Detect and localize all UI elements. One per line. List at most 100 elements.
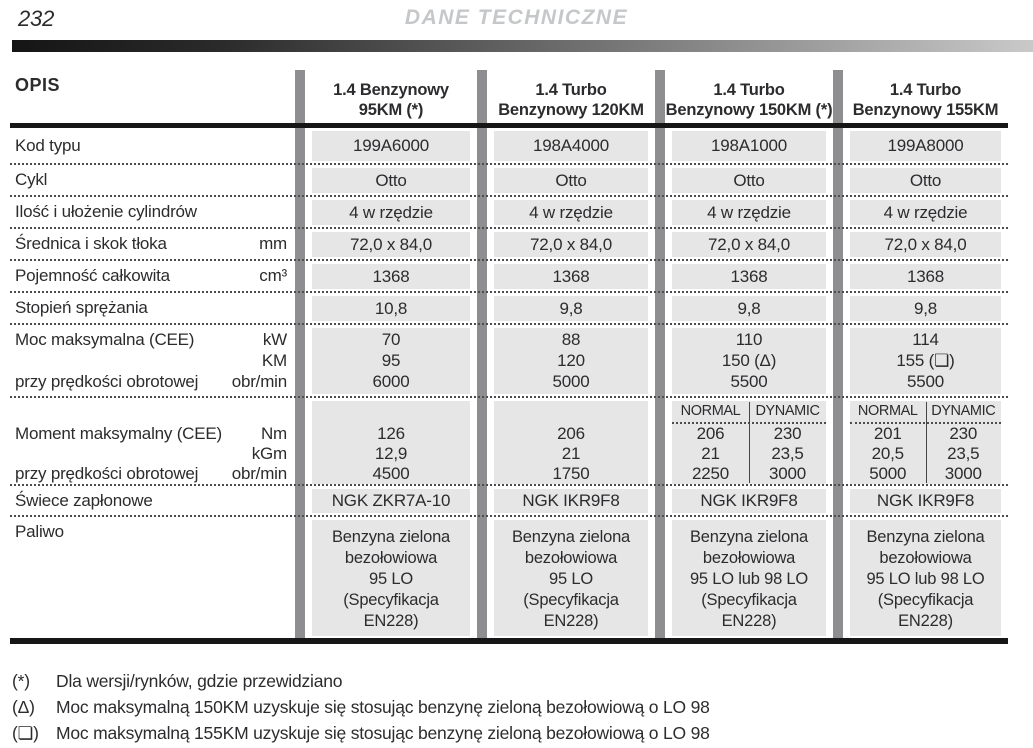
page-number: 232 [18, 6, 55, 31]
cell-value: Benzyna zielona bezołowiowa 95 LO lub 98… [850, 519, 1001, 636]
table-row-moment-maksymalny: Moment maksymalny (CEE) Nm kGm przy prędk… [10, 398, 1008, 486]
cell-value: 1368 [672, 263, 826, 289]
cell-value: 4 w rzędzie [312, 199, 470, 225]
column-separator-bar [655, 70, 665, 638]
row-label: Ilość i ułożenie cylindrów [15, 202, 197, 221]
normal-header: NORMAL [680, 402, 741, 419]
table-row-kod-typu: Kod typu 199A6000 198A4000 198A1000 199A… [10, 128, 1008, 165]
table-header-row: OPIS 1.4 Benzynowy 95KM (*) 1.4 Turbo Be… [10, 70, 1008, 128]
cell-value: Benzyna zielona bezołowiowa 95 LO lub 98… [672, 519, 826, 636]
column-separator-bar [833, 70, 843, 638]
cell-value: 9,8 [672, 295, 826, 321]
cell-value: Otto [672, 167, 826, 193]
dynamic-header: DYNAMIC [931, 402, 996, 419]
normal-header: NORMAL [857, 402, 918, 419]
table-row-cylindry: Ilość i ułożenie cylindrów 4 w rzędzie 4… [10, 197, 1008, 229]
row-unit: Nm [260, 424, 287, 443]
row-label: przy prędkości obrotowej [15, 464, 199, 483]
technical-data-table: OPIS 1.4 Benzynowy 95KM (*) 1.4 Turbo Be… [10, 70, 1008, 644]
page-header: 232 DANE TECHNICZNE [0, 0, 1033, 40]
cell-value: 114 155 (❏) 5500 [850, 327, 1001, 394]
row-label: Paliwo [15, 522, 64, 541]
header-gradient-rule [12, 40, 1033, 52]
row-label: Kod typu [15, 135, 81, 155]
row-label: Średnica i skok tłoka [15, 234, 167, 253]
opis-header: OPIS [15, 75, 61, 95]
cell-value: 199A6000 [312, 130, 470, 161]
row-unit: obr/min [231, 372, 287, 391]
row-unit: KM [261, 351, 287, 370]
cell-value: 9,8 [494, 295, 648, 321]
column-header-120km: 1.4 Turbo Benzynowy 120KM [498, 80, 644, 119]
row-unit: cm³ [259, 266, 287, 285]
row-unit: obr/min [231, 464, 287, 483]
row-label: Świece zapłonowe [15, 490, 153, 510]
cell-value: 110 150 (Δ) 5500 [672, 327, 826, 394]
subcolumn-divider [749, 401, 750, 483]
cell-value: 1368 [494, 263, 648, 289]
row-unit: kW [262, 330, 287, 349]
footnote-triangle: (Δ) Moc maksymalną 150KM uzyskuje się st… [12, 694, 1023, 720]
table-row-pojemnosc: Pojemność całkowita cm³ 1368 1368 1368 13… [10, 261, 1008, 293]
row-label: Stopień sprężania [15, 298, 148, 317]
cell-value: 72,0 x 84,0 [850, 231, 1001, 257]
cell-value: 1368 [850, 263, 1001, 289]
table-row-moc-maksymalna: Moc maksymalna (CEE) kW KM przy prędkości… [10, 325, 1008, 398]
cell-value: 72,0 x 84,0 [672, 231, 826, 257]
row-label: przy prędkości obrotowej [15, 372, 199, 391]
cell-value: Benzyna zielona bezołowiowa 95 LO (Specy… [494, 519, 648, 636]
dynamic-header: DYNAMIC [755, 402, 820, 419]
normal-values: 201 20,5 5000 [869, 423, 907, 483]
cell-value: 72,0 x 84,0 [312, 231, 470, 257]
table-row-cykl: Cykl Otto Otto Otto Otto [10, 165, 1008, 197]
row-label: Pojemność całkowita [15, 266, 170, 285]
table-row-srednica: Średnica i skok tłoka mm 72,0 x 84,0 72,0… [10, 229, 1008, 261]
column-header-155km: 1.4 Turbo Benzynowy 155KM [852, 80, 999, 119]
footnote-symbol: (❏) [12, 723, 39, 743]
cell-value: Otto [494, 167, 648, 193]
footnote-symbol: (*) [12, 671, 30, 691]
cell-value: NGK IKR9F8 [494, 488, 648, 513]
cell-value: 206 21 1750 [494, 400, 648, 484]
cell-value: 4 w rzędzie [850, 199, 1001, 225]
cell-value: 126 12,9 4500 [312, 400, 470, 484]
column-header-150km: 1.4 Turbo Benzynowy 150KM (*) [665, 80, 833, 119]
table-row-swiece: Świece zapłonowe NGK ZKR7A-10 NGK IKR9F8… [10, 486, 1008, 517]
dynamic-values: 230 23,5 3000 [944, 423, 982, 483]
cell-value: 72,0 x 84,0 [494, 231, 648, 257]
cell-value: 4 w rzędzie [494, 199, 648, 225]
row-unit: kGm [251, 444, 287, 463]
cell-value: Benzyna zielona bezołowiowa 95 LO (Specy… [312, 519, 470, 636]
row-unit: mm [259, 234, 287, 253]
footnotes: (*) Dla wersji/rynków, gdzie przewidzian… [12, 668, 1023, 746]
normal-values: 206 21 2250 [691, 423, 730, 483]
footnote-text: Moc maksymalną 150KM uzyskuje się stosuj… [56, 697, 710, 717]
cell-normal-dynamic: NORMAL DYNAMIC 201 20,5 5000 230 23,5 300… [850, 400, 1001, 484]
footnote-square: (❏) Moc maksymalną 155KM uzyskuje się st… [12, 720, 1023, 746]
footnote-asterisk: (*) Dla wersji/rynków, gdzie przewidzian… [12, 668, 1023, 694]
row-label: Cykl [15, 170, 48, 189]
cell-value: 9,8 [850, 295, 1001, 321]
column-separator-bar [477, 70, 487, 638]
footnote-text: Moc maksymalną 155KM uzyskuje się stosuj… [56, 723, 710, 743]
cell-normal-dynamic: NORMAL DYNAMIC 206 21 2250 230 23,5 3000 [672, 400, 826, 484]
subcolumn-divider [925, 401, 927, 483]
page-title: DANE TECHNICZNE [404, 6, 629, 29]
cell-value: Otto [312, 167, 470, 193]
cell-value: NGK IKR9F8 [672, 488, 826, 513]
cell-value: 1368 [312, 263, 470, 289]
cell-value: 70 95 6000 [312, 327, 470, 394]
cell-value: Otto [850, 167, 1001, 193]
footnote-text: Dla wersji/rynków, gdzie przewidziano [56, 671, 343, 691]
footnote-symbol: (Δ) [12, 697, 35, 717]
cell-value: 10,8 [312, 295, 470, 321]
column-separator-bar [295, 70, 305, 638]
dynamic-values: 230 23,5 3000 [768, 423, 807, 483]
cell-value: 198A1000 [672, 130, 826, 161]
cell-value: 88 120 5000 [494, 327, 648, 394]
cell-value: 199A8000 [850, 130, 1001, 161]
cell-value: NGK IKR9F8 [850, 488, 1001, 513]
column-header-95km: 1.4 Benzynowy 95KM (*) [333, 80, 449, 119]
row-label: Moc maksymalna (CEE) [15, 330, 195, 349]
